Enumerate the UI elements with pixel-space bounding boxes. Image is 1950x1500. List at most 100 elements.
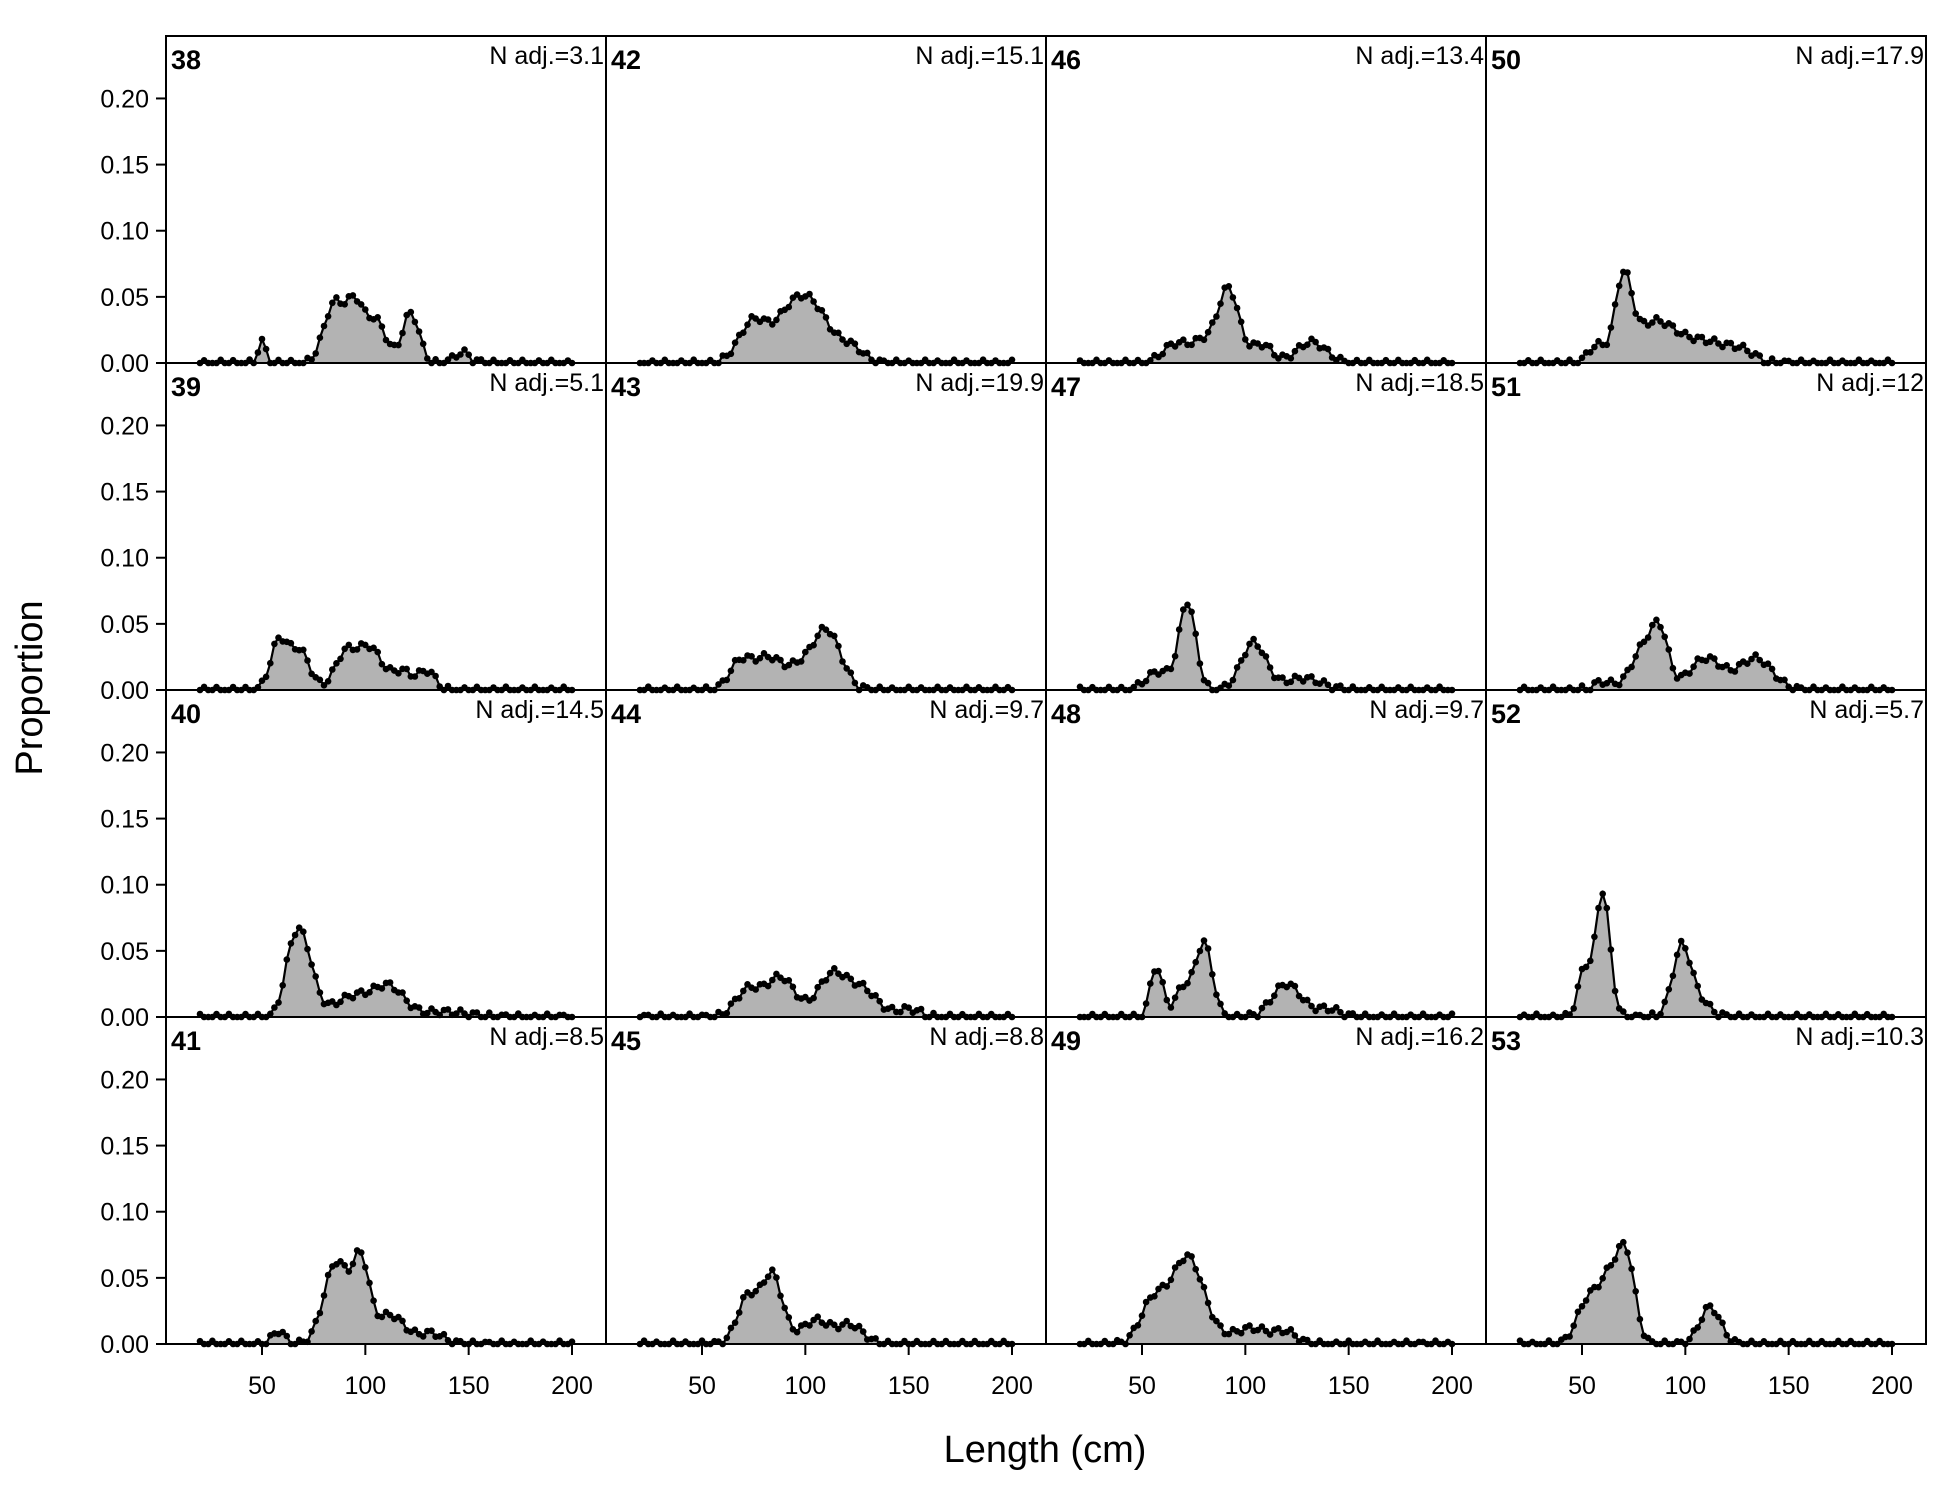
data-point: [847, 669, 855, 676]
data-point: [1163, 996, 1171, 1004]
axes-layer: 0.00 0.05 0.10 0.15 0.20 0.00 0.05 0.10 0.15 0.20…: [100, 85, 1913, 1400]
data-point: [1237, 1329, 1245, 1337]
data-point: [1159, 978, 1166, 986]
data-point: [1254, 643, 1261, 650]
data-point: [1657, 1010, 1664, 1018]
data-point: [1727, 339, 1735, 347]
distribution-area: [1520, 619, 1892, 690]
panel-frame: [1485, 362, 1927, 691]
distribution-area: [200, 295, 572, 363]
data-point: [308, 356, 315, 363]
data-point: [461, 346, 468, 353]
data-point: [1632, 653, 1639, 660]
panel-52: 52 N adj.=5.7: [1485, 689, 1927, 1021]
data-point: [1204, 328, 1212, 336]
distribution-area: [200, 927, 572, 1017]
n-adj-label: N adj.=3.1: [489, 42, 604, 70]
data-point: [1237, 657, 1245, 664]
data-point: [415, 1004, 423, 1011]
data-point: [444, 682, 452, 690]
data-point: [752, 1287, 759, 1295]
data-point: [1246, 640, 1253, 648]
data-point: [403, 665, 411, 673]
data-point: [1204, 945, 1212, 952]
data-point: [723, 1009, 731, 1017]
data-point: [1711, 1008, 1718, 1016]
data-point: [1188, 341, 1195, 349]
data-point: [1225, 682, 1233, 689]
data-point: [1640, 317, 1648, 325]
y-tick-label: 0.20: [100, 1066, 149, 1094]
data-point: [1196, 1276, 1204, 1283]
y-tick-label: 0.20: [100, 739, 149, 767]
x-tick-label: 200: [991, 1372, 1033, 1400]
data-point: [1155, 967, 1162, 975]
panel-id-label: 50: [1491, 45, 1521, 75]
data-point: [1138, 1312, 1146, 1319]
y-tick-label: 0.15: [100, 806, 149, 834]
data-point: [1308, 1002, 1315, 1010]
n-adj-label: N adj.=17.9: [1795, 42, 1924, 70]
data-point: [1657, 318, 1664, 325]
data-point: [835, 642, 842, 650]
data-point: [917, 1005, 925, 1013]
data-point: [1155, 1285, 1162, 1293]
data-point: [357, 1249, 365, 1256]
data-point: [1271, 992, 1278, 999]
data-point: [1574, 983, 1582, 990]
data-point: [744, 321, 751, 329]
data-point: [1266, 999, 1274, 1006]
x-tick-label: 100: [1224, 1372, 1266, 1400]
data-point: [1337, 682, 1344, 689]
data-point: [814, 983, 821, 991]
data-point: [1607, 946, 1615, 953]
data-point: [1587, 957, 1594, 965]
data-point: [407, 308, 415, 316]
panel-frame: [1485, 689, 1927, 1018]
data-point: [1171, 1264, 1179, 1271]
data-point: [1603, 341, 1611, 349]
data-point: [1756, 656, 1763, 664]
panel-49: 49 N adj.=16.2: [1045, 1016, 1487, 1348]
data-point: [428, 1327, 435, 1334]
data-point: [312, 350, 320, 357]
data-point: [1171, 994, 1179, 1001]
data-point: [1196, 660, 1204, 667]
data-point: [1200, 937, 1208, 944]
panel-id-label: 46: [1051, 45, 1081, 75]
data-point: [271, 1004, 278, 1011]
data-point: [1673, 951, 1681, 959]
data-point: [1653, 616, 1660, 624]
data-point: [1628, 663, 1635, 671]
panel-43: 43 N adj.=19.9: [605, 362, 1047, 694]
data-point: [847, 975, 855, 983]
data-point: [748, 1291, 755, 1299]
data-point: [324, 678, 332, 685]
data-point: [329, 666, 336, 673]
data-point: [1715, 1313, 1722, 1321]
data-point: [1657, 623, 1664, 631]
data-point: [1163, 1283, 1171, 1290]
data-point: [357, 987, 365, 994]
panel-id-label: 51: [1491, 372, 1521, 402]
data-point: [1649, 319, 1656, 326]
data-point: [1209, 319, 1216, 326]
data-point: [337, 655, 344, 663]
data-point: [1324, 345, 1332, 353]
data-point: [781, 1304, 788, 1312]
panel-id-label: 49: [1051, 1026, 1081, 1056]
data-point: [773, 316, 780, 324]
x-tick-label: 200: [1871, 1372, 1913, 1400]
data-point: [839, 336, 846, 343]
data-point: [1171, 652, 1179, 660]
data-point: [1242, 651, 1249, 659]
x-tick-label: 150: [1328, 1372, 1370, 1400]
data-point: [1690, 337, 1697, 345]
data-point: [1171, 343, 1179, 350]
data-point: [1578, 354, 1586, 362]
panel-frame: [1045, 689, 1487, 1018]
data-point: [254, 349, 262, 356]
data-point: [1299, 678, 1307, 685]
data-point: [1200, 1283, 1208, 1291]
n-adj-label: N adj.=8.8: [929, 1023, 1044, 1051]
